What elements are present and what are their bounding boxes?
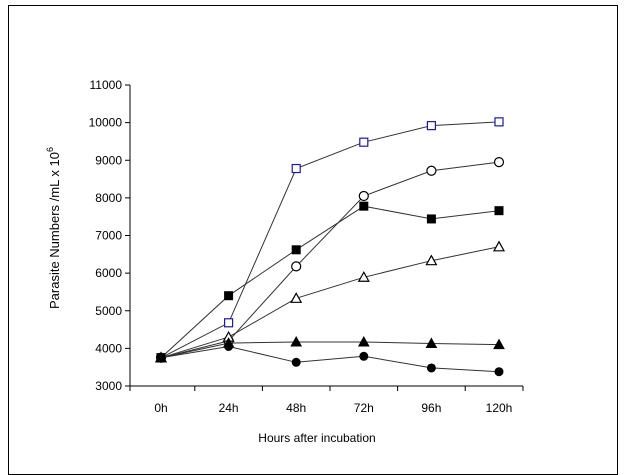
y-tick-label: 8000 — [95, 191, 122, 205]
series-filled-square — [156, 201, 504, 363]
series-filled-circle — [156, 341, 504, 377]
data-point — [425, 337, 438, 348]
x-tick-label: 96h — [421, 401, 441, 415]
x-tick-label: 120h — [486, 401, 513, 415]
data-point — [224, 341, 234, 351]
data-point — [290, 335, 303, 347]
data-point — [426, 214, 436, 224]
data-point — [494, 367, 504, 377]
data-point — [494, 117, 504, 127]
y-tick-label: 7000 — [95, 229, 122, 243]
y-tick-label: 6000 — [95, 266, 122, 280]
y-axis-label-superscript: 6 — [45, 147, 55, 152]
y-tick-label: 9000 — [95, 153, 122, 167]
series-line — [160, 161, 500, 359]
x-tick-label: 48h — [286, 401, 306, 415]
series-open-square — [156, 117, 504, 363]
data-point — [359, 351, 369, 361]
series-open-circle — [155, 157, 505, 363]
data-point — [493, 338, 505, 350]
y-tick-label: 11000 — [90, 78, 123, 92]
data-point — [291, 261, 302, 272]
y-tick-label: 3000 — [95, 379, 122, 393]
series-line — [160, 246, 500, 359]
figure-frame — [8, 5, 618, 475]
data-point — [359, 137, 369, 147]
data-point — [291, 245, 301, 255]
series-filled-triangle — [155, 335, 505, 363]
series-line — [160, 121, 500, 359]
data-point — [493, 157, 505, 168]
data-point — [357, 271, 370, 282]
series-line — [160, 345, 500, 373]
data-point — [357, 335, 370, 347]
data-point — [426, 121, 436, 131]
data-point — [494, 206, 504, 216]
y-tick-label: 10000 — [89, 116, 123, 130]
axes: 3000 4000 5000 6000 7000 8000 9000 10000 11000 0h… — [89, 78, 524, 415]
y-tick-label: 4000 — [95, 341, 122, 355]
y-axis-label: Parasite Numbers /mL x 106 — [45, 147, 62, 309]
x-tick-label: 0h — [154, 401, 167, 415]
data-point — [359, 201, 369, 211]
series-line — [160, 341, 500, 359]
y-tick-label: 5000 — [95, 304, 122, 318]
data-point — [492, 240, 506, 252]
data-point — [224, 318, 234, 328]
data-point — [426, 165, 437, 176]
x-tick-label: 72h — [354, 401, 374, 415]
data-point — [224, 291, 234, 301]
data-point — [425, 254, 438, 266]
y-axis-label-text: Parasite Numbers /mL x 10 — [47, 152, 62, 309]
line-chart: 3000 4000 5000 6000 7000 8000 9000 10000 11000 0h… — [45, 78, 524, 445]
data-point — [426, 363, 436, 373]
data-point — [291, 163, 301, 174]
series-layer — [154, 117, 506, 377]
series-line — [160, 205, 500, 359]
x-tick-label: 24h — [219, 401, 239, 415]
x-axis-label: Hours after incubation — [258, 431, 375, 445]
data-point — [156, 353, 166, 363]
data-point — [290, 292, 303, 303]
data-point — [358, 190, 369, 202]
data-point — [291, 357, 301, 367]
